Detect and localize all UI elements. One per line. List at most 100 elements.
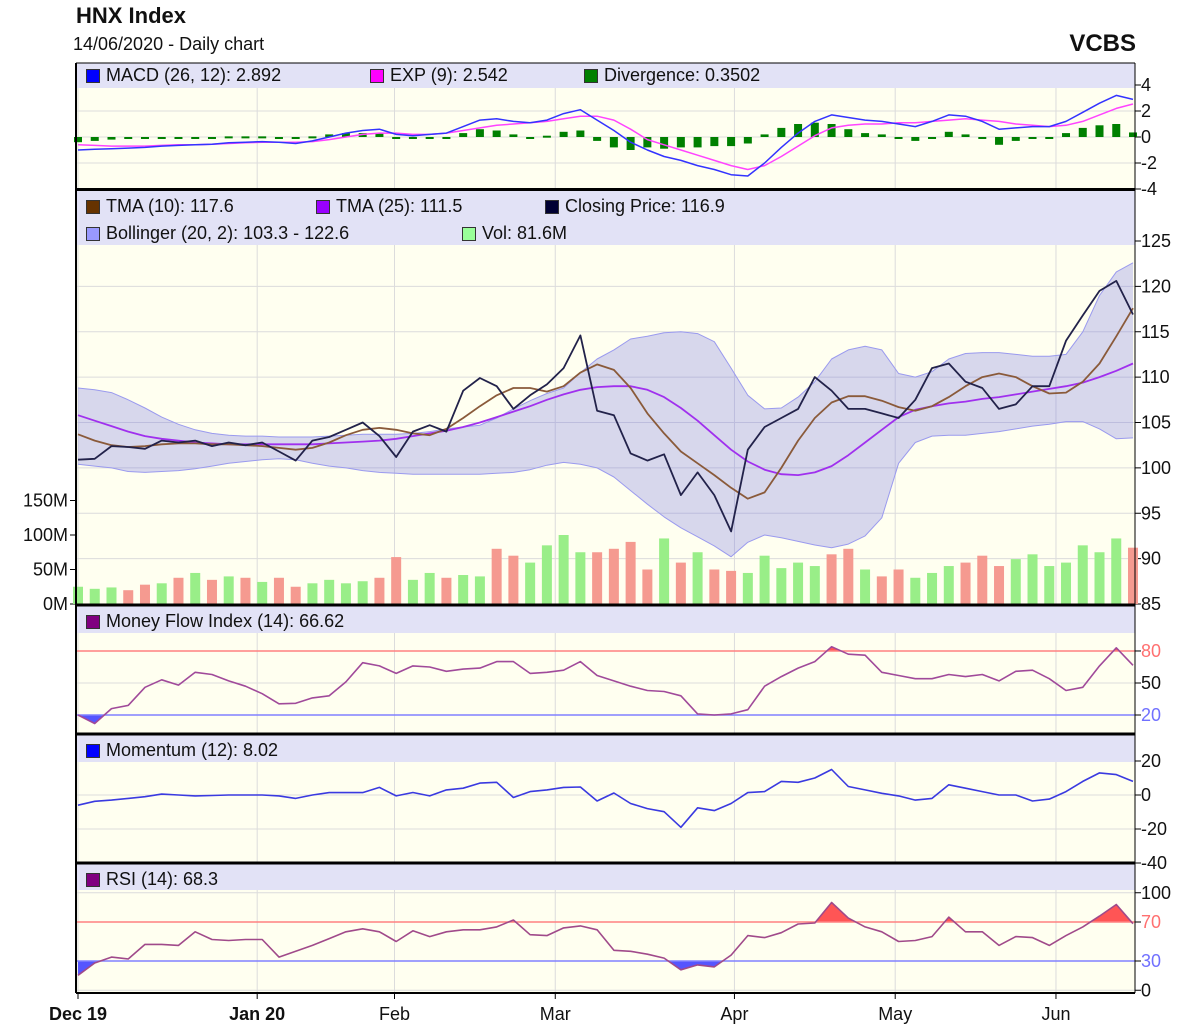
divergence-bar [291,137,300,139]
divergence-bar [308,136,317,139]
divergence-bar [609,137,618,148]
volume-bar [726,570,737,604]
legend-label: Bollinger (20, 2): 103.3 - 122.6 [106,223,350,243]
volume-bar [860,569,871,604]
x-tick-label: Apr [720,1004,748,1024]
divergence-bar [459,133,468,137]
divergence-bar [258,136,267,139]
divergence-bar [1129,132,1137,137]
divergence-bar [760,134,769,137]
legend-label: RSI (14): 68.3 [106,869,219,889]
y-tick-label: 20 [1141,705,1161,725]
divergence-bar [961,134,970,137]
divergence-bar [911,137,920,141]
volume-bar [742,572,753,604]
volume-bar [910,577,921,604]
legend-swatch-rsi [86,872,100,887]
legend-swatch-macd [86,68,100,83]
y-tick-label: 105 [1141,413,1171,433]
volume-bar [1010,559,1021,604]
divergence-bar [124,137,133,139]
volume-bar [474,576,485,604]
volume-bar [357,581,368,604]
divergence-bar [107,137,116,140]
divergence-bar [559,131,568,137]
y-tick-label: 2 [1141,101,1151,121]
volume-tick-label: 150M [23,491,68,511]
volume-bar [675,562,686,604]
volume-bar [223,576,234,604]
y-tick-label: 0 [1141,127,1151,147]
volume-bar [73,586,83,604]
volume-bar [240,577,251,604]
legend-mfi: Money Flow Index (14): 66.62 [86,611,344,632]
legend-rsi: RSI (14): 68.3 [86,869,218,890]
volume-tick-label: 50M [33,560,68,580]
volume-bar [625,541,636,604]
y-tick-label: 120 [1141,276,1171,296]
divergence-bar [408,137,417,139]
volume-bar [994,566,1005,604]
volume-bar [759,555,770,604]
volume-bar [809,566,820,604]
legend-swatch-tma10 [86,199,100,214]
volume-bar [491,548,502,604]
tma10-line [77,307,1134,500]
volume-bar [642,569,653,604]
volume-bar [324,579,335,604]
volume-bar [776,568,787,604]
legend-swatch-bollinger [86,226,100,241]
volume-bar [843,548,854,604]
legend-label: Vol: 81.6M [482,223,568,243]
legend-swatch-divergence [584,68,598,83]
y-tick-label: 100 [1141,458,1171,478]
y-tick-label: 70 [1141,912,1161,932]
divergence-bar [274,137,283,139]
bollinger-lower-line [77,421,1134,558]
volume-bar [340,583,351,604]
volume-bar [608,548,619,604]
volume-bar [525,562,536,604]
divergence-bar [995,137,1004,145]
legend-vol: Vol: 81.6M [462,223,567,244]
volume-bar [793,562,804,604]
divergence-bar [861,133,870,137]
y-tick-label: 0 [1141,980,1151,1000]
divergence-bar [140,137,149,139]
brand-logo: VCBS [1069,30,1136,57]
legend-swatch-tma25 [316,199,330,214]
divergence-bar [191,137,200,139]
divergence-bar [475,129,484,137]
volume-bar [424,572,435,604]
volume-bar [692,552,703,604]
volume-bar [106,587,117,604]
divergence-bar [593,137,602,141]
divergence-bar [492,130,501,137]
divergence-bar [224,136,233,139]
divergence-bar [928,137,937,139]
divergence-bar [777,127,786,137]
divergence-bar [1078,127,1087,137]
volume-bar [508,555,519,604]
divergence-bar [827,124,836,137]
y-tick-label: -40 [1141,853,1167,873]
divergence-bar [576,130,585,137]
y-tick-label: 110 [1141,367,1170,387]
y-tick-label: 95 [1141,503,1161,523]
macd-line [77,94,1134,177]
divergence-bar [442,137,451,139]
y-tick-label: 90 [1141,549,1161,569]
divergence-bar [341,133,350,137]
divergence-bar [660,137,669,149]
legend-swatch-exp [370,68,384,83]
y-tick-label: 115 [1141,322,1170,342]
volume-bar [374,577,385,604]
legend-exp: EXP (9): 2.542 [370,65,508,86]
x-tick-label: Feb [379,1004,410,1024]
volume-bar [123,590,134,604]
y-tick-label: 30 [1141,951,1161,971]
volume-bar [173,577,184,604]
legend-tma10: TMA (10): 117.6 [86,196,234,217]
divergence-bar [626,137,635,150]
